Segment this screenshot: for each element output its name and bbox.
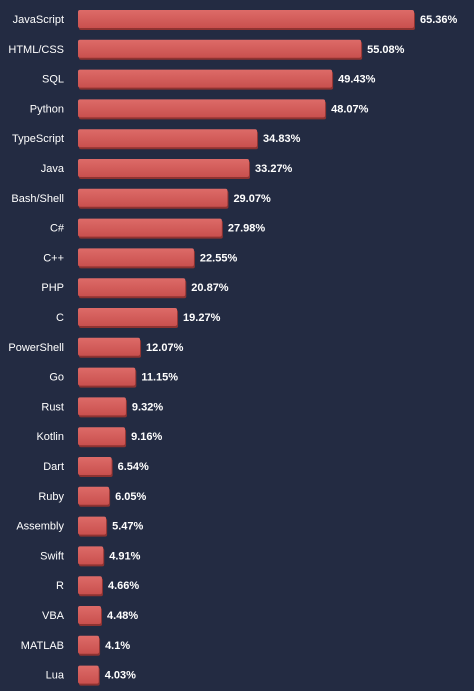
bar-row: Rust 9.32% bbox=[41, 397, 163, 418]
bars-group: JavaScript 65.36% HTML/CSS 55.08% SQL 49.43% P… bbox=[8, 10, 458, 686]
category-label: JavaScript bbox=[13, 14, 64, 26]
value-label: 4.1% bbox=[105, 640, 130, 652]
bar-row: C 19.27% bbox=[56, 308, 221, 328]
category-label: VBA bbox=[42, 610, 65, 622]
category-label: Go bbox=[49, 372, 64, 384]
value-label: 20.87% bbox=[191, 282, 229, 294]
bar bbox=[78, 188, 228, 207]
category-label: TypeScript bbox=[12, 133, 64, 145]
bar bbox=[78, 606, 102, 624]
bar-row: Swift 4.91% bbox=[40, 546, 141, 567]
bar-row: C# 27.98% bbox=[50, 218, 266, 239]
category-label: Bash/Shell bbox=[11, 193, 64, 205]
value-label: 33.27% bbox=[255, 163, 293, 175]
bar bbox=[78, 99, 326, 118]
category-label: PowerShell bbox=[8, 342, 64, 354]
bar-row: PHP 20.87% bbox=[41, 278, 229, 299]
value-label: 55.08% bbox=[367, 44, 405, 56]
bar-row: R 4.66% bbox=[56, 576, 139, 597]
value-label: 9.32% bbox=[132, 401, 163, 413]
value-label: 9.16% bbox=[131, 431, 162, 443]
bar bbox=[78, 367, 136, 386]
category-label: Ruby bbox=[38, 491, 64, 503]
value-label: 34.83% bbox=[263, 133, 301, 145]
bar-row: C++ 22.55% bbox=[43, 248, 238, 269]
value-label: 29.07% bbox=[233, 193, 271, 205]
bar bbox=[78, 69, 333, 88]
value-label: 65.36% bbox=[420, 14, 458, 26]
bar bbox=[78, 248, 194, 267]
category-label: Swift bbox=[40, 550, 64, 562]
value-label: 22.55% bbox=[200, 252, 238, 264]
value-label: 11.15% bbox=[141, 372, 178, 384]
bar-row: Lua 4.03% bbox=[46, 665, 136, 686]
value-label: 6.05% bbox=[115, 491, 146, 503]
bar-row: Go 11.15% bbox=[49, 367, 178, 388]
category-label: Java bbox=[41, 163, 65, 175]
bar-row: Kotlin 9.16% bbox=[36, 427, 162, 448]
value-label: 48.07% bbox=[331, 103, 369, 115]
category-label: C bbox=[56, 312, 64, 324]
category-label: Dart bbox=[43, 461, 64, 473]
bar bbox=[78, 635, 100, 654]
bar-row: Python 48.07% bbox=[30, 99, 369, 120]
bar-row: Ruby 6.05% bbox=[38, 486, 147, 507]
category-label: PHP bbox=[41, 282, 64, 294]
category-label: Kotlin bbox=[36, 431, 64, 443]
value-label: 19.27% bbox=[183, 312, 221, 324]
category-label: SQL bbox=[42, 74, 64, 86]
bar bbox=[78, 159, 250, 177]
value-label: 49.43% bbox=[338, 74, 376, 86]
bar-row: VBA 4.48% bbox=[42, 606, 138, 626]
bar-row: MATLAB 4.1% bbox=[21, 635, 130, 656]
bar-row: Bash/Shell 29.07% bbox=[11, 188, 271, 209]
value-label: 27.98% bbox=[228, 223, 266, 235]
bar-row: PowerShell 12.07% bbox=[8, 337, 184, 358]
bar-row: SQL 49.43% bbox=[42, 69, 376, 90]
bar bbox=[78, 308, 178, 326]
category-label: MATLAB bbox=[21, 640, 64, 652]
bar-row: Java 33.27% bbox=[41, 159, 293, 179]
category-label: HTML/CSS bbox=[8, 44, 64, 56]
bar-row: HTML/CSS 55.08% bbox=[8, 39, 405, 60]
bar bbox=[78, 129, 258, 148]
bar bbox=[78, 486, 110, 505]
category-label: Rust bbox=[41, 401, 64, 413]
value-label: 4.66% bbox=[108, 580, 139, 592]
value-label: 4.48% bbox=[107, 610, 138, 622]
category-label: Lua bbox=[46, 670, 65, 682]
bar bbox=[78, 218, 222, 237]
bar-row: Assembly 5.47% bbox=[16, 516, 144, 537]
value-label: 5.47% bbox=[112, 521, 143, 533]
bar bbox=[78, 397, 126, 416]
category-label: Python bbox=[30, 103, 64, 115]
bar bbox=[78, 427, 126, 446]
bar-row: TypeScript 34.83% bbox=[12, 129, 301, 150]
category-label: C# bbox=[50, 223, 65, 235]
value-label: 6.54% bbox=[118, 461, 149, 473]
bar bbox=[78, 576, 102, 595]
bar bbox=[78, 278, 186, 297]
bar bbox=[78, 10, 414, 28]
category-label: R bbox=[56, 580, 64, 592]
bar bbox=[78, 546, 104, 565]
value-label: 4.91% bbox=[109, 550, 140, 562]
bar-row: JavaScript 65.36% bbox=[13, 10, 458, 30]
category-label: C++ bbox=[43, 252, 64, 264]
bar bbox=[78, 665, 99, 684]
category-label: Assembly bbox=[16, 521, 64, 533]
bar-row: Dart 6.54% bbox=[43, 457, 149, 477]
bar bbox=[78, 457, 112, 475]
bar bbox=[78, 516, 107, 535]
bar bbox=[78, 337, 141, 356]
bar bbox=[78, 39, 362, 58]
value-label: 12.07% bbox=[146, 342, 184, 354]
value-label: 4.03% bbox=[105, 670, 136, 682]
